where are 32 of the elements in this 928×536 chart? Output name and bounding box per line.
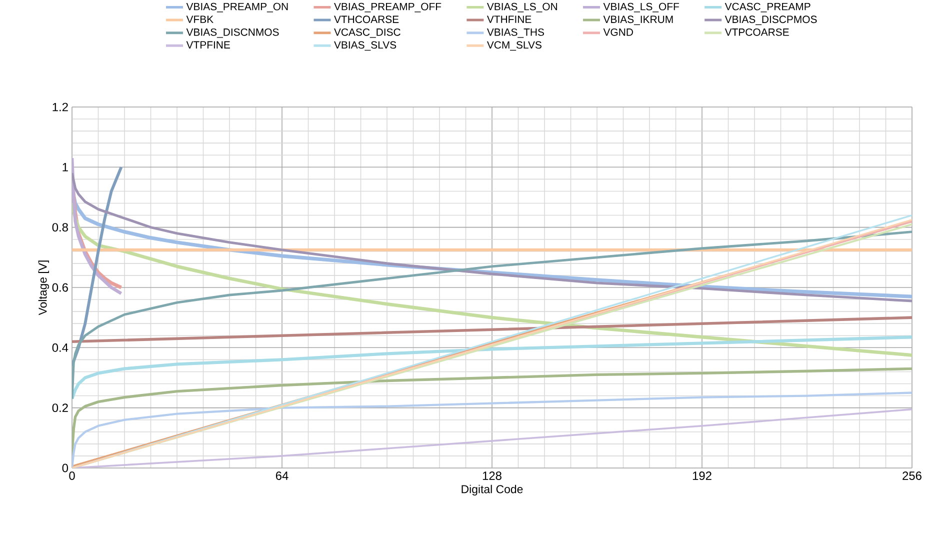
legend-label: VBIAS_PREAMP_OFF bbox=[334, 2, 442, 12]
legend-label: VFBK bbox=[186, 16, 214, 23]
legend-label: VCM_SLVS bbox=[486, 41, 542, 51]
legend-label: VTHCOARSE bbox=[334, 16, 399, 24]
x-axis-title: Digital Code bbox=[462, 484, 523, 496]
y-tick-label: 0.8 bbox=[52, 223, 68, 232]
y-tick-label: 0 bbox=[62, 464, 68, 472]
y-tick-label: 1 bbox=[62, 163, 68, 172]
legend-label: VBIAS_LS_OFF bbox=[603, 2, 679, 12]
legend-label: VTPCOARSE bbox=[724, 28, 789, 36]
legend-label: VGND bbox=[603, 28, 633, 36]
y-tick-label: 1.2 bbox=[52, 102, 68, 112]
legend-label: VCASC_PREAMP bbox=[724, 2, 810, 12]
legend-label: VTHFINE bbox=[486, 16, 532, 23]
legend-label: VBIAS_PREAMP_ON bbox=[186, 2, 288, 12]
x-tick-label: 192 bbox=[692, 472, 712, 480]
x-tick-label: 128 bbox=[482, 472, 502, 480]
y-tick-label: 0.2 bbox=[52, 404, 68, 412]
legend-label: VBIAS_SLVS bbox=[334, 41, 396, 51]
y-tick-label: 0.4 bbox=[52, 343, 68, 352]
y-axis-title: Voltage [V] bbox=[38, 260, 50, 316]
x-tick-label: 0 bbox=[69, 472, 75, 480]
legend-label: VBIAS_DISCNMOS bbox=[186, 28, 279, 38]
legend-label: VBIAS_IKRUM bbox=[603, 16, 673, 26]
y-tick-label: 0.6 bbox=[52, 283, 68, 292]
legend-label: VTPFINE bbox=[186, 41, 230, 48]
x-tick-label: 64 bbox=[276, 472, 288, 480]
legend-label: VBIAS_THS bbox=[486, 28, 544, 38]
legend-label: VCASC_DISC bbox=[334, 28, 400, 38]
legend-label: VBIAS_LS_ON bbox=[486, 2, 558, 12]
x-tick-label: 256 bbox=[902, 472, 922, 480]
legend-label: VBIAS_DISCPMOS bbox=[724, 16, 817, 26]
